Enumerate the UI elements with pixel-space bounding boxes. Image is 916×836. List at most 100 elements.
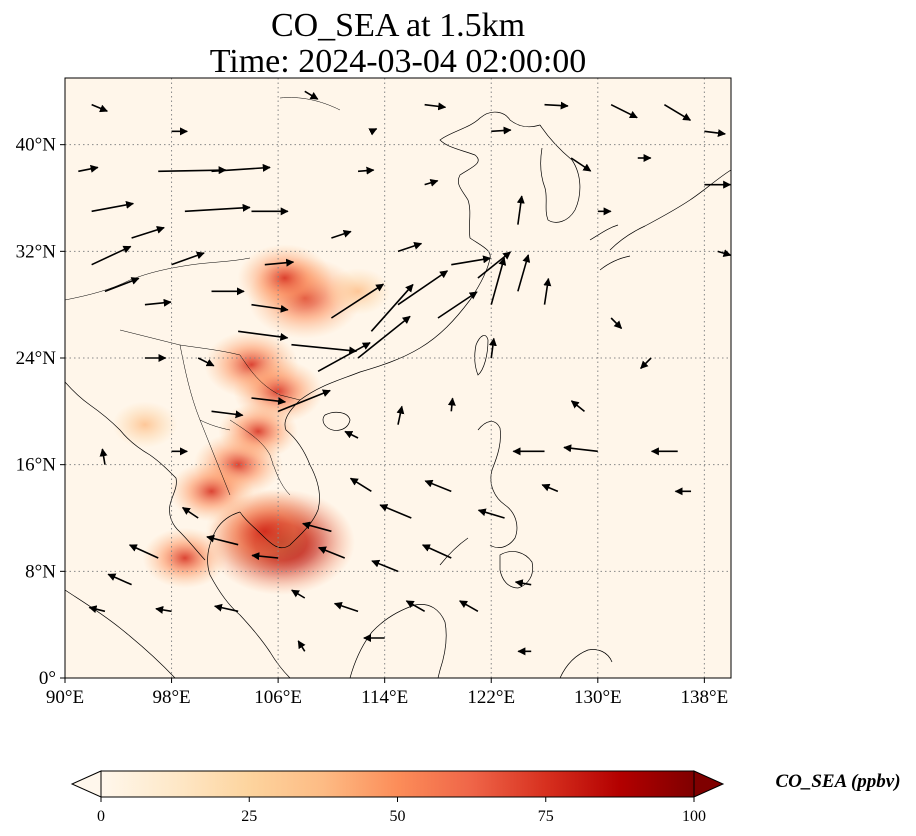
wind-arrow: [104, 277, 140, 293]
wind-arrow: [424, 479, 452, 493]
wind-arrow: [424, 102, 447, 111]
map-timestamp: Time: 2024-03-04 02:00:00: [209, 43, 587, 80]
wind-arrow: [181, 506, 199, 519]
wind-arrow: [544, 101, 569, 110]
wind-arrow: [368, 128, 378, 136]
wind-arrow: [349, 477, 372, 493]
lon-tick-label: 106°E: [254, 687, 302, 708]
wind-arrow: [491, 126, 512, 135]
colorbar-label: CO_SEA (ppbv): [775, 771, 900, 792]
wind-arrow: [517, 254, 531, 292]
wind-arrow: [171, 251, 205, 266]
colorbar: 0 25 50 75 100 CO_SEA (ppbv): [70, 770, 901, 825]
concentration-hotspot: [237, 244, 333, 312]
wind-arrow: [357, 315, 411, 359]
wind-arrow: [451, 255, 492, 266]
colorbar-tick-label: 25: [241, 808, 257, 825]
wind-arrow: [107, 573, 132, 586]
wind-arrow: [704, 129, 726, 138]
lon-tick-label: 130°E: [574, 687, 622, 708]
wind-arrow: [211, 410, 244, 419]
wind-arrow: [379, 504, 412, 519]
wind-arrow: [297, 640, 306, 652]
wind-arrow: [264, 258, 295, 267]
wind-arrow: [640, 357, 652, 369]
wind-arrow: [516, 195, 525, 225]
lat-tick-label: 16°N: [16, 455, 57, 476]
wind-arrow: [541, 483, 559, 493]
map-axes: 90°E 98°E 106°E 114°E 122°E 130°E 138°E 0° 8°N 16…: [16, 135, 729, 708]
lat-tick-label: 24°N: [16, 348, 57, 369]
wind-arrow: [610, 317, 623, 329]
wind-arrow: [211, 163, 271, 173]
wind-arrow: [197, 357, 215, 367]
wind-arrow: [397, 242, 423, 253]
colorbar-extend-min: [70, 770, 102, 798]
wind-arrow: [357, 166, 375, 175]
lon-tick-label: 90°E: [46, 687, 84, 708]
map-background: [65, 78, 731, 678]
wind-arrow: [91, 200, 135, 213]
lon-tick-label: 98°E: [152, 687, 190, 708]
wind-arrow: [78, 164, 99, 173]
lon-tick-label: 138°E: [681, 687, 729, 708]
wind-arrow: [717, 249, 731, 257]
concentration-field: [112, 244, 391, 595]
wind-arrow: [488, 337, 497, 359]
wind-arrow: [370, 283, 414, 332]
concentration-hotspot: [169, 461, 254, 522]
wind-arrow: [405, 600, 426, 613]
wind-arrow: [344, 430, 359, 439]
wind-arrow: [206, 534, 239, 546]
wind-arrow: [437, 291, 478, 319]
lat-tick-label: 8°N: [25, 561, 56, 582]
wind-arrow: [317, 546, 346, 559]
wind-arrow: [277, 389, 331, 413]
wind-arrow: [459, 600, 479, 613]
wind-arrow: [421, 544, 452, 559]
concentration-hotspot: [112, 401, 178, 448]
wind-arrow: [317, 342, 371, 373]
map-title: CO_SEA at 1.5km: [270, 7, 526, 44]
wind-arrow: [563, 444, 598, 453]
colorbar-tick-label: 50: [390, 808, 406, 825]
wind-arrow: [610, 103, 638, 119]
wind-arrow: [155, 605, 172, 614]
map-frame: [64, 77, 732, 679]
wind-arrow: [663, 103, 692, 121]
wind-arrow: [396, 405, 405, 425]
wind-arrow: [91, 103, 108, 113]
wind-arrow: [238, 330, 289, 341]
wind-arrow: [570, 157, 592, 172]
wind-arrow: [251, 552, 279, 561]
lat-tick-label: 32°N: [16, 241, 57, 262]
wind-arrow: [477, 251, 512, 279]
colorbar-tick-label: 75: [538, 808, 554, 825]
wind-arrow: [131, 225, 165, 239]
wind-arrow: [333, 602, 359, 613]
lat-tick-label: 0°: [39, 668, 56, 689]
wind-vectors: [78, 90, 731, 656]
concentration-hotspot: [325, 268, 391, 315]
wind-arrow: [158, 166, 227, 175]
wind-arrow: [144, 298, 172, 307]
wind-arrow: [99, 448, 108, 465]
wind-arrow: [184, 203, 251, 213]
wind-arrow: [330, 283, 385, 319]
wind-arrow: [543, 277, 552, 305]
concentration-hotspot: [218, 402, 299, 460]
wind-arrow: [251, 397, 287, 406]
colorbar-gradient: [101, 771, 694, 797]
wind-arrow: [128, 544, 159, 559]
wind-arrow: [331, 229, 352, 239]
wind-arrow: [570, 400, 585, 412]
wind-arrow: [304, 90, 319, 100]
wind-arrow: [88, 605, 106, 614]
wind-arrow: [302, 521, 332, 533]
wind-arrow: [251, 303, 289, 313]
wind-arrow: [490, 257, 507, 305]
wind-arrow: [447, 397, 456, 412]
wind-arrow: [371, 559, 399, 573]
wind-arrow: [213, 603, 239, 613]
